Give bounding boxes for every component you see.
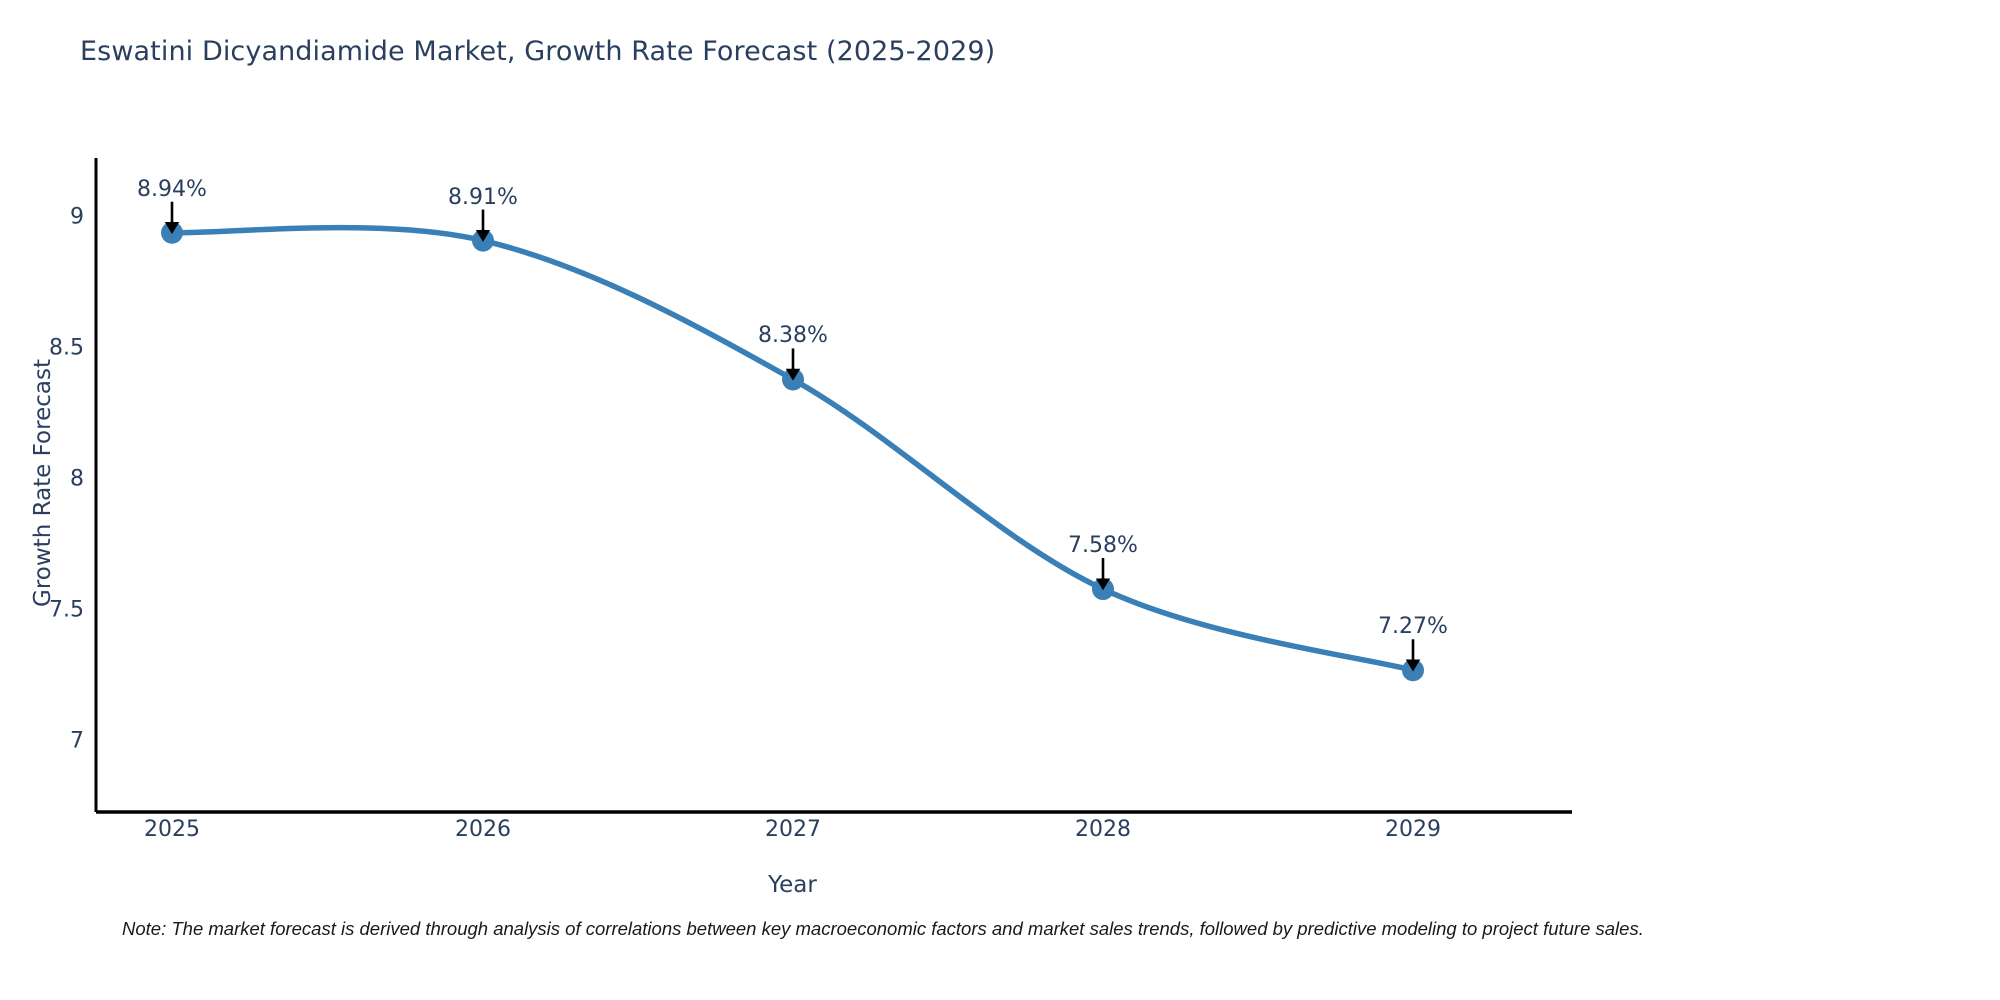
series-curve bbox=[169, 224, 1416, 674]
x-tick-label-2027: 2027 bbox=[765, 817, 821, 842]
point-label-2029: 7.27% bbox=[1378, 614, 1448, 640]
series-markers bbox=[161, 221, 1424, 682]
y-axis-tick-labels: 9 8.5 8 7.5 7 bbox=[20, 0, 84, 1000]
footnote: Note: The market forecast is derived thr… bbox=[122, 918, 1644, 939]
point-label-2026: 8.91% bbox=[448, 184, 518, 210]
y-tick-label: 8 bbox=[70, 466, 84, 492]
point-label-2025: 8.94% bbox=[137, 176, 207, 202]
annotation-arrows bbox=[164, 201, 1421, 672]
x-tick-label-2029: 2029 bbox=[1385, 817, 1441, 842]
x-axis-title: Year bbox=[768, 872, 817, 898]
y-tick-label: 8.5 bbox=[49, 335, 84, 361]
chart-title: Eswatini Dicyandiamide Market, Growth Ra… bbox=[80, 36, 996, 67]
x-tick-label-2028: 2028 bbox=[1075, 817, 1131, 842]
y-tick-label: 7.5 bbox=[49, 597, 84, 623]
y-tick-label: 7 bbox=[70, 728, 84, 754]
point-label-2028: 7.58% bbox=[1068, 533, 1138, 559]
x-tick-label-2025: 2025 bbox=[144, 817, 200, 842]
y-tick-label: 9 bbox=[70, 204, 84, 230]
x-tick-label-2026: 2026 bbox=[455, 817, 511, 842]
point-label-2027: 8.38% bbox=[758, 323, 828, 349]
